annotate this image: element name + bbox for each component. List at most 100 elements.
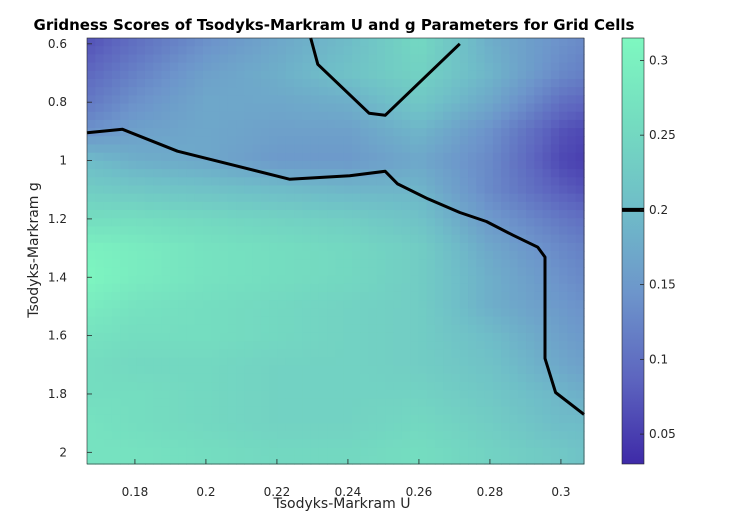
heatmap-cell [153, 406, 163, 416]
heatmap-cell [302, 119, 312, 129]
heatmap-cell [87, 54, 96, 64]
heatmap-cell [87, 226, 96, 236]
heatmap-cell [509, 70, 519, 80]
heatmap-cell [509, 218, 519, 228]
heatmap-cell [360, 111, 370, 121]
heatmap-cell [260, 242, 270, 252]
heatmap-cell [120, 46, 130, 55]
heatmap-cell [169, 169, 179, 178]
heatmap-cell [459, 218, 469, 228]
heatmap-cell [178, 119, 187, 129]
heatmap-cell [178, 291, 187, 301]
heatmap-cell [575, 447, 585, 457]
heatmap-cell [484, 46, 494, 55]
heatmap-cell [294, 103, 303, 113]
heatmap-cell [501, 283, 511, 293]
heatmap-cell [219, 103, 229, 113]
heatmap-cell [368, 455, 378, 465]
heatmap-cell [393, 291, 403, 301]
heatmap-cell [385, 62, 395, 72]
heatmap-cell [95, 324, 105, 334]
heatmap-cell [103, 431, 113, 441]
heatmap-cell [459, 447, 469, 457]
heatmap-cell [219, 210, 229, 219]
heatmap-cell [335, 193, 345, 203]
heatmap-cell [194, 144, 204, 154]
heatmap-cell [468, 332, 477, 342]
heatmap-cell [302, 193, 312, 203]
heatmap-cell [103, 242, 113, 252]
heatmap-cell [227, 291, 237, 301]
heatmap-cell [153, 62, 163, 72]
heatmap-cell [343, 193, 353, 203]
heatmap-cell [542, 111, 552, 121]
heatmap-cell [236, 373, 245, 383]
heatmap-cell [542, 177, 552, 187]
heatmap-cell [451, 95, 461, 105]
heatmap-cell [575, 62, 585, 72]
heatmap-cell [211, 324, 221, 334]
heatmap-cell [385, 70, 395, 80]
heatmap-cell [434, 185, 444, 195]
heatmap-cell [542, 169, 552, 178]
heatmap-cell [434, 390, 444, 400]
heatmap-cell [111, 128, 121, 137]
heatmap-cell [567, 185, 577, 195]
heatmap-cell [186, 226, 196, 236]
heatmap-cell [219, 136, 229, 146]
heatmap-cell [260, 431, 270, 441]
heatmap-cell [178, 201, 187, 211]
heatmap-cell [401, 349, 411, 359]
heatmap-cell [153, 390, 163, 400]
heatmap-cell [219, 332, 229, 342]
heatmap-cell [236, 218, 245, 228]
heatmap-cell [285, 291, 295, 301]
heatmap-cell [128, 365, 138, 375]
heatmap-cell [302, 111, 312, 121]
heatmap-cell [194, 119, 204, 129]
heatmap-cell [103, 398, 113, 408]
heatmap-cell [227, 423, 237, 432]
heatmap-cell [418, 251, 428, 260]
heatmap-cell [219, 390, 229, 400]
heatmap-cell [236, 390, 245, 400]
heatmap-cell [219, 300, 229, 309]
heatmap-cell [211, 185, 221, 195]
heatmap-cell [302, 291, 312, 301]
heatmap-cell [476, 365, 486, 375]
heatmap-cell [327, 169, 337, 178]
heatmap-cell [468, 177, 477, 187]
heatmap-cell [111, 423, 121, 432]
heatmap-cell [550, 267, 560, 277]
heatmap-cell [443, 169, 453, 178]
heatmap-cell [550, 201, 560, 211]
heatmap-cell [169, 365, 179, 375]
heatmap-cell [136, 300, 146, 309]
heatmap-cell [401, 332, 411, 342]
heatmap-cell [542, 119, 552, 129]
heatmap-cell [410, 193, 419, 203]
heatmap-cell [128, 390, 138, 400]
heatmap-cell [368, 439, 378, 449]
heatmap-cell [211, 62, 221, 72]
heatmap-cell [194, 431, 204, 441]
heatmap-cell [418, 365, 428, 375]
heatmap-cell [169, 300, 179, 309]
heatmap-cell [352, 78, 361, 88]
heatmap-cell [161, 144, 171, 154]
heatmap-cell [550, 177, 560, 187]
heatmap-cell [426, 316, 436, 326]
heatmap-cell [534, 70, 544, 80]
heatmap-cell [128, 455, 138, 465]
heatmap-cell [285, 54, 295, 64]
heatmap-cell [492, 291, 502, 301]
heatmap-cell [343, 38, 353, 47]
heatmap-cell [227, 259, 237, 268]
x-axis-label: Tsodyks-Markram U [273, 496, 411, 512]
heatmap-cell [476, 308, 486, 318]
heatmap-cell [202, 193, 212, 203]
heatmap-cell [426, 38, 436, 47]
heatmap-cell [186, 324, 196, 334]
heatmap-cell [169, 341, 179, 350]
heatmap-cell [443, 398, 453, 408]
